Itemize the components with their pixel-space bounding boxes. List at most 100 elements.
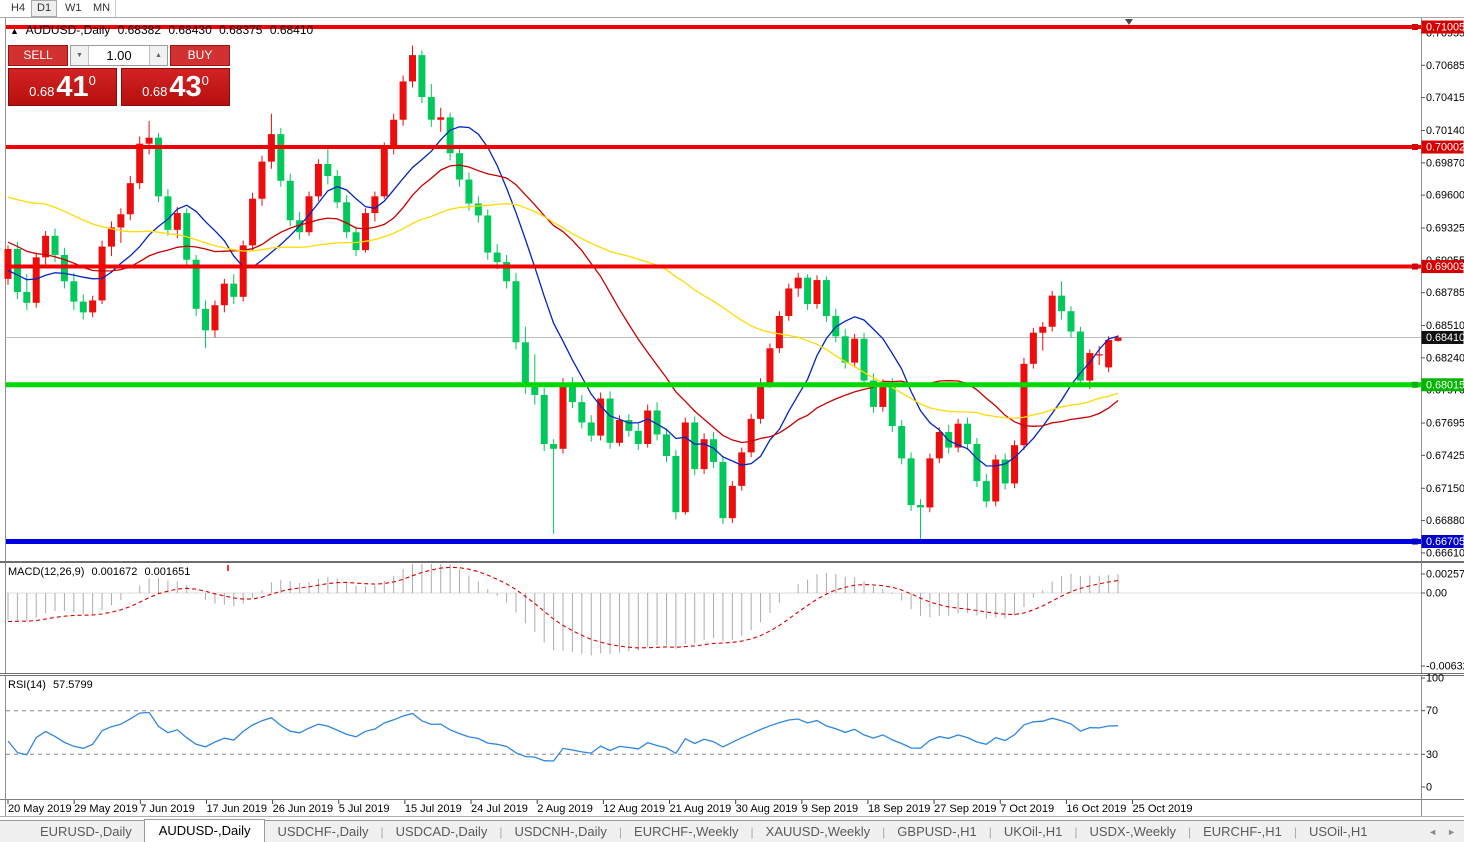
- badge-tail: [1412, 144, 1418, 151]
- candle: [653, 410, 661, 435]
- volume-decrease-icon[interactable]: ▼: [71, 46, 89, 65]
- tab-scroll-left-icon[interactable]: ◄: [1428, 826, 1438, 837]
- candle: [192, 259, 200, 309]
- candle: [23, 292, 31, 303]
- rsi-tick-label: 30: [1426, 749, 1438, 761]
- rsi-title: RSI(14): [8, 679, 46, 691]
- symbol-tab-usoil-h1[interactable]: USOil-,H1: [1308, 824, 1368, 839]
- candle: [728, 485, 736, 519]
- candle: [333, 175, 341, 203]
- candle: [173, 213, 181, 230]
- candle: [1105, 339, 1113, 368]
- time-axis-label: 24 Jul 2019: [471, 803, 528, 815]
- timeframe-button-d1[interactable]: D1: [31, 0, 58, 17]
- time-axis-label: 12 Aug 2019: [603, 803, 666, 815]
- candle: [1011, 445, 1019, 484]
- candle: [361, 213, 369, 251]
- symbol-tab-xauusd-weekly[interactable]: XAUUSD-,Weekly: [765, 824, 871, 839]
- sell-quote-button[interactable]: 0.68 41 0: [8, 68, 117, 106]
- time-axis-label: 18 Sep 2019: [867, 803, 931, 815]
- price-tick-label: 0.68240: [1426, 352, 1464, 364]
- candle: [907, 458, 915, 506]
- symbol-tab-eurchf-weekly[interactable]: EURCHF-,Weekly: [634, 824, 739, 839]
- candle: [1048, 295, 1056, 327]
- candle: [493, 252, 501, 263]
- candle: [324, 164, 332, 176]
- candle: [644, 410, 652, 444]
- candle: [258, 161, 266, 199]
- price-badge-label: 0.66705: [1426, 536, 1464, 548]
- symbol-tab-gbpusd-h1[interactable]: GBPUSD-,H1: [897, 824, 977, 839]
- candle: [559, 384, 567, 449]
- candle: [757, 382, 765, 419]
- badge-tail: [1412, 263, 1418, 270]
- symbol-tab-usdchf-daily[interactable]: USDCHF-,Daily: [277, 824, 369, 839]
- symbol-tab-usdcnh-daily[interactable]: USDCNH-,Daily: [514, 824, 607, 839]
- badge-tail: [1412, 381, 1418, 388]
- symbol-tab-ukoil-h1[interactable]: UKOil-,H1: [1003, 824, 1063, 839]
- candle: [437, 117, 445, 120]
- volume-increase-icon[interactable]: ▲: [149, 46, 167, 65]
- candle: [249, 198, 257, 246]
- bar-open-value: 0.68382: [117, 23, 162, 37]
- candle: [79, 301, 87, 313]
- time-axis-label: 21 Aug 2019: [669, 803, 732, 815]
- candle: [1001, 459, 1009, 484]
- sell-button[interactable]: SELL: [8, 45, 68, 66]
- candle: [126, 183, 134, 215]
- candle: [898, 426, 906, 459]
- one-click-collapse-icon[interactable]: ▲: [10, 26, 19, 36]
- candle: [1086, 353, 1094, 381]
- price-tick-label: 0.70685: [1426, 60, 1464, 72]
- macd-tick-label: 0.00: [1426, 588, 1447, 600]
- time-axis-label: 26 Jun 2019: [272, 803, 334, 815]
- price-tick-label: 0.68510: [1426, 320, 1464, 332]
- candle: [869, 380, 877, 407]
- timeframe-button-w1[interactable]: W1: [65, 2, 82, 14]
- tab-separator: |: [988, 824, 992, 839]
- time-axis[interactable]: 20 May 2019 29 May 2019 7 Jun 2019 17 Jun 2…: [0, 803, 1421, 817]
- price-tick-label: 0.66880: [1426, 515, 1464, 527]
- candle: [465, 179, 473, 204]
- candle: [1067, 311, 1075, 332]
- time-axis-label: 16 Oct 2019: [1066, 803, 1127, 815]
- volume-input[interactable]: [89, 46, 149, 65]
- chart-canvas[interactable]: 0.709550.706850.704150.701400.698700.696…: [0, 0, 1464, 820]
- symbol-tab-audusd-daily[interactable]: AUDUSD-,Daily: [143, 819, 266, 842]
- candle: [926, 458, 934, 508]
- symbol-tab-eurchf-h1[interactable]: EURCHF-,H1: [1203, 824, 1282, 839]
- sell-price-big: 41: [56, 71, 89, 103]
- tab-scroll-right-icon[interactable]: ►: [1447, 826, 1456, 837]
- price-tick-label: 0.69870: [1426, 157, 1464, 169]
- time-axis-label: 29 May 2019: [74, 803, 138, 815]
- candle: [484, 215, 492, 253]
- candle: [220, 283, 228, 306]
- candle: [841, 336, 849, 363]
- buy-button[interactable]: BUY: [170, 45, 230, 66]
- tab-separator: |: [380, 824, 384, 839]
- price-tick-label: 0.67425: [1426, 450, 1464, 462]
- candle: [418, 55, 426, 98]
- tab-separator: |: [750, 824, 754, 839]
- timeframe-button-h4[interactable]: H4: [11, 2, 26, 14]
- candle: [540, 394, 548, 444]
- candle: [13, 248, 21, 293]
- candle: [1076, 331, 1084, 381]
- rsi-tick-label: 0: [1426, 782, 1432, 794]
- timeframe-button-mn[interactable]: MN: [93, 2, 111, 14]
- symbol-tab-usdcad-daily[interactable]: USDCAD-,Daily: [395, 824, 488, 839]
- symbol-tab-eurusd-daily[interactable]: EURUSD-,Daily: [40, 824, 132, 839]
- candle: [587, 422, 595, 436]
- rsi-tick-label: 100: [1426, 673, 1444, 685]
- pane-splitter[interactable]: [0, 673, 1464, 676]
- symbol-tab-usdx-weekly[interactable]: USDX-,Weekly: [1089, 824, 1176, 839]
- price-scale[interactable]: [1422, 17, 1464, 797]
- price-tick-label: 0.66610: [1426, 547, 1464, 559]
- price-badge-label: 0.68410: [1426, 332, 1464, 344]
- macd-tick-label: -0.006326: [1426, 661, 1464, 673]
- candle: [578, 402, 586, 423]
- candle: [568, 384, 576, 403]
- buy-quote-button[interactable]: 0.68 43 0: [121, 68, 230, 106]
- macd-signal-value: 0.001651: [144, 566, 191, 578]
- candle: [89, 300, 97, 313]
